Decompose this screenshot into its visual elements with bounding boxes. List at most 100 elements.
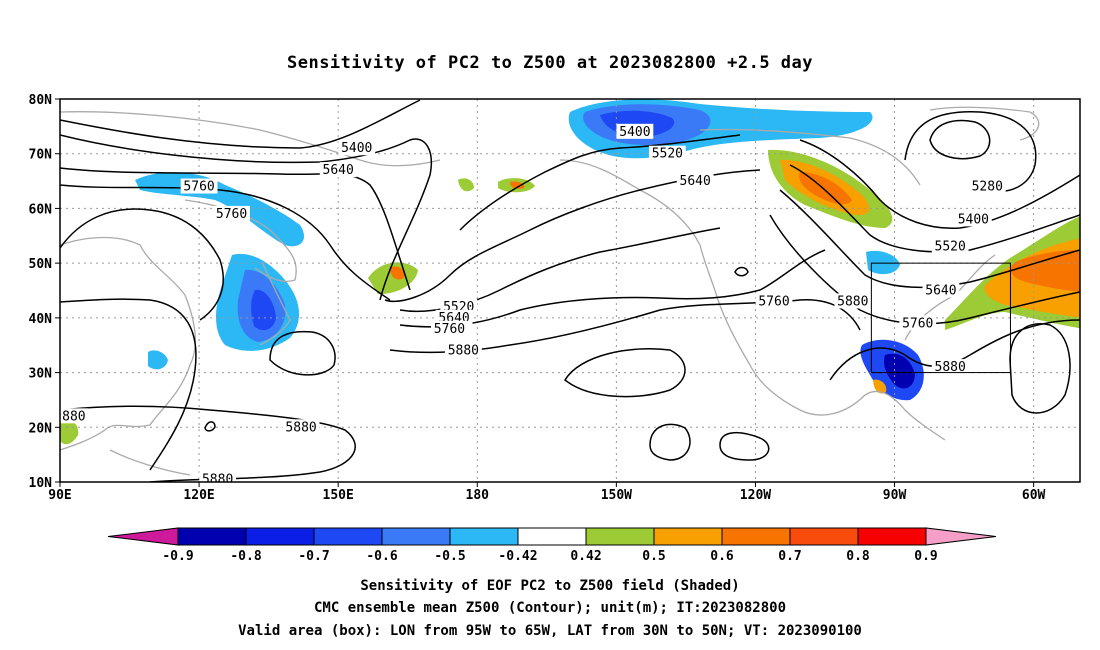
- contour-label: 5280: [972, 180, 1003, 195]
- colorbar-label: 0.7: [778, 549, 801, 564]
- caption-line-2: CMC ensemble mean Z500 (Contour); unit(m…: [314, 600, 786, 616]
- colorbar-label: 0.9: [914, 549, 937, 564]
- contour-label-bg: [834, 293, 872, 309]
- caption-line-3: Valid area (box): LON from 95W to 65W, L…: [238, 623, 862, 639]
- contour-north-ridge: [459, 134, 741, 231]
- colorbar-label: -0.5: [434, 549, 465, 564]
- shade-positive-aleutian-core: [510, 181, 525, 189]
- contour-5400-east: [799, 139, 1080, 229]
- contour-label: 5760: [183, 180, 214, 195]
- lat-tick-label: 70N: [29, 148, 53, 163]
- contour-5880-scs: [204, 421, 216, 432]
- lat-tick-label: 60N: [29, 202, 53, 217]
- contour-label: 5760: [902, 316, 933, 331]
- colorbar-bin: [313, 527, 383, 546]
- contour-5880-pacific-high: [269, 330, 336, 376]
- contour-label: 5880: [935, 360, 966, 375]
- contour-label: 5640: [323, 163, 354, 178]
- contour-label-bg: [60, 408, 89, 424]
- contour-5640-east: [779, 189, 1080, 289]
- contour-label-bg: [968, 178, 1006, 194]
- colorbar-bin: [721, 527, 791, 546]
- contour-labels: 5400564057605760540055205640552056405760…: [60, 123, 1006, 487]
- coast-gulf: [799, 390, 946, 441]
- colorbar-label: -0.7: [298, 549, 329, 564]
- contour-label-bg: [282, 419, 320, 435]
- contour-label: 5880: [837, 294, 868, 309]
- lat-tick-label: 30N: [29, 367, 53, 382]
- contour-5880-sub2: [649, 423, 691, 461]
- contour-5520-west: [60, 134, 432, 301]
- contour-label-bg: [213, 205, 250, 221]
- contour-5760-west-a: [60, 184, 391, 301]
- lon-tick-label: 150E: [323, 488, 354, 503]
- contour-5880-atlantic-high: [1009, 323, 1071, 414]
- contour-label: 5400: [341, 141, 372, 156]
- coast-asia: [60, 236, 197, 451]
- contour-5880-sub1: [564, 348, 686, 398]
- lat-tick-label: 80N: [29, 93, 53, 108]
- contour-label-bg: [199, 471, 237, 482]
- colorbar-low-arrow: [107, 527, 179, 546]
- lat-tick-label: 10N: [29, 476, 53, 491]
- shade-negative-kamchatka: [135, 172, 305, 247]
- contour-label: 5400: [619, 125, 650, 140]
- map-frame: [59, 98, 1081, 483]
- colorbar-bin: [789, 527, 859, 546]
- contour-label: 5400: [958, 212, 989, 227]
- contour-label-bg: [676, 173, 714, 189]
- lon-tick-label: 90E: [48, 488, 71, 503]
- shade-negative-east-us-core: [884, 353, 915, 389]
- contour-5880-sub3: [719, 431, 770, 461]
- lat-tick-label: 40N: [29, 312, 53, 327]
- coast-siberia: [60, 111, 441, 167]
- colorbar-label: -0.42: [498, 549, 537, 564]
- contour-label-bg: [180, 178, 218, 194]
- colorbar: -0.9 -0.8 -0.7 -0.6 -0.5 -0.42 0.42 0.5 0.6 0.7 0.…: [107, 527, 997, 564]
- contour-5880-west: [60, 298, 197, 471]
- contour-5280-arc: [904, 111, 1037, 192]
- contour-label: 5640: [680, 174, 711, 189]
- contour-hawaii: [734, 266, 749, 277]
- contour-label: 880: [62, 409, 85, 424]
- coast-canada: [699, 128, 921, 186]
- shade-positive-bering: [458, 178, 474, 192]
- contour-label-bg: [338, 140, 376, 156]
- coast-indonesia: [109, 449, 191, 476]
- contour-label-bg: [431, 320, 468, 336]
- contour-5400-west: [60, 99, 421, 149]
- contour-label-bg: [931, 359, 969, 375]
- colorbar-bin: [585, 527, 655, 546]
- shade-positive-pacific1-core: [390, 266, 405, 280]
- contour-label: 5760: [758, 294, 789, 309]
- contour-label: 5880: [202, 472, 233, 487]
- colorbar-bin: [517, 527, 587, 546]
- colorbar-bin: [449, 527, 519, 546]
- contour-label-bg: [922, 282, 960, 298]
- lat-tick-label: 50N: [29, 257, 53, 272]
- contour-label-bg: [899, 315, 937, 331]
- contour-5520-east: [789, 164, 1080, 253]
- contour-label-bg: [616, 123, 654, 139]
- shade-negative-japan-inner: [251, 289, 276, 331]
- gridlines: [60, 99, 1080, 482]
- colorbar-bin: [177, 527, 247, 546]
- colorbar-label: 0.42: [570, 549, 601, 564]
- shade-positive-pacific1: [368, 262, 418, 295]
- lon-tick-label: 90W: [883, 488, 907, 503]
- lon-tick-label: 120E: [183, 488, 214, 503]
- shade-positive-florida: [873, 379, 887, 394]
- lon-tick-label: 120W: [740, 488, 771, 503]
- contour-5760-trough: [399, 249, 826, 328]
- lon-tick-label: 180: [466, 488, 490, 503]
- coast-greenland: [929, 106, 1040, 141]
- colorbar-label: 0.6: [710, 549, 734, 564]
- coast-japan: [259, 261, 291, 346]
- colorbar-bin: [857, 527, 927, 546]
- contour-label-bg: [444, 342, 482, 358]
- contour-5880-south: [60, 405, 356, 482]
- map-area: 5400564057605760540055205640552056405760…: [60, 99, 1080, 487]
- colorbar-high-arrow: [925, 527, 997, 546]
